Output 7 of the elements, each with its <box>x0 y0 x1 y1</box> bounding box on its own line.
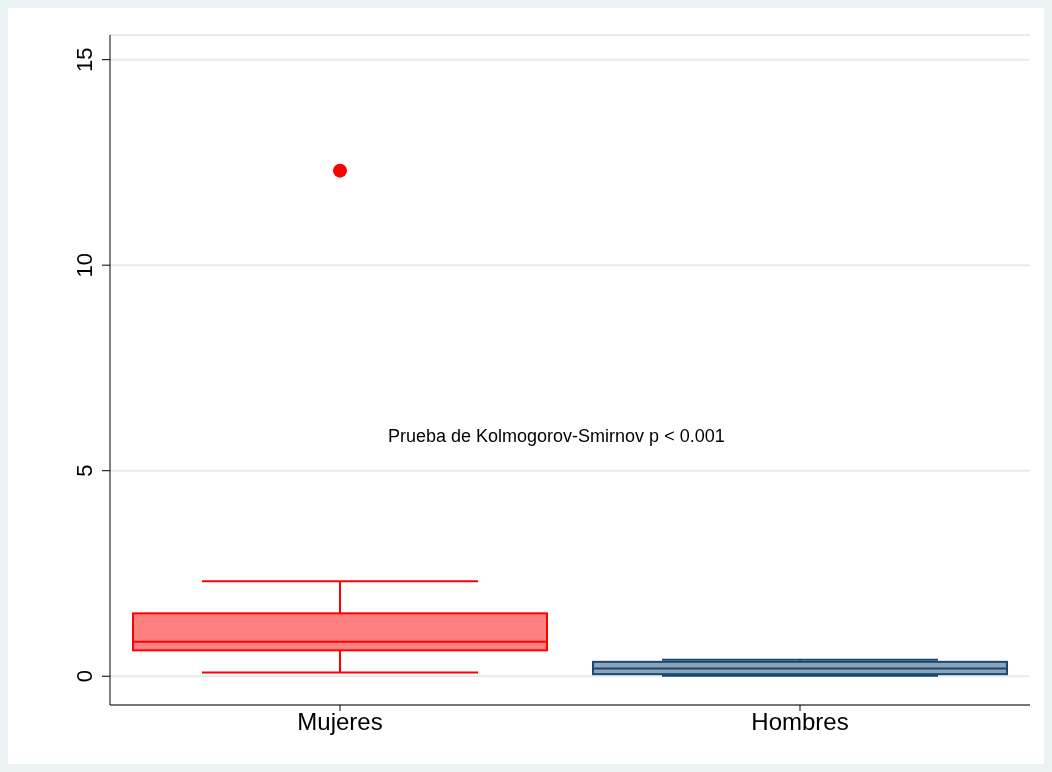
y-tick-label: 15 <box>72 47 97 72</box>
annotation: Prueba de Kolmogorov-Smirnov p < 0.001 <box>388 426 725 447</box>
y-tick-label: 10 <box>72 252 97 278</box>
x-tick-label: Mujeres <box>297 708 383 736</box>
x-tick-label: Hombres <box>751 708 849 736</box>
y-tick-label: 0 <box>72 670 97 683</box>
y-tick-label: 5 <box>72 464 97 477</box>
